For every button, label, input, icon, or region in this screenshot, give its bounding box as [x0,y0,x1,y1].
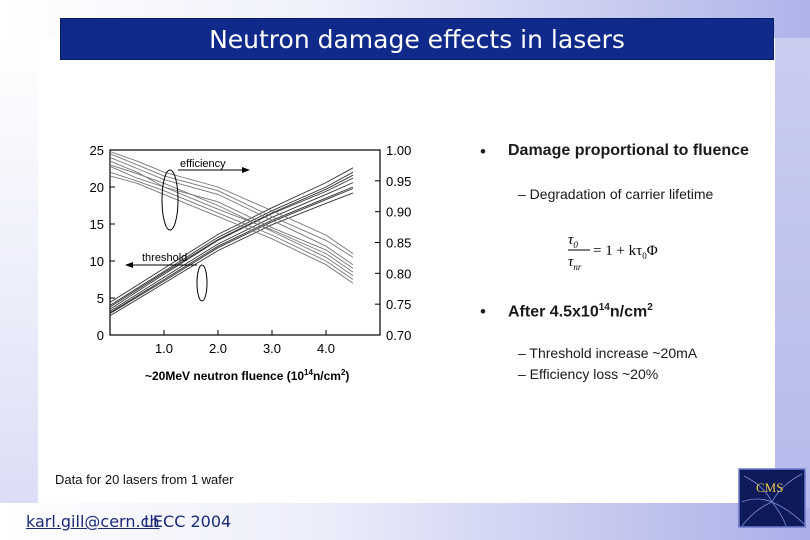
x-axis-label-unit: n/cm [313,369,341,383]
efficiency-series-line [109,151,354,254]
x-axis-label-sup2: 2 [341,368,346,377]
threshold-series-line [109,192,354,317]
data-footnote: Data for 20 lasers from 1 wafer [55,472,234,487]
bullet-marker-2: • [480,302,486,321]
efficiency-series-line [109,175,354,284]
right-tick-label: 0.75 [386,297,411,312]
bullet-text-2: After 4.5x1014n/cm2 [508,302,653,321]
threshold-series-line [109,182,354,312]
svg-text:= 1 + kτ0Φ: = 1 + kτ0Φ [593,243,658,261]
bullet-text-2-after: n/cm [609,303,648,321]
title-bar: Neutron damage effects in lasers [60,18,774,60]
conference-label: LECC 2004 [144,512,232,531]
right-axis: 1.00 0.95 0.90 0.85 0.80 0.75 0.70 [375,143,411,343]
plot-area [109,149,381,336]
left-axis: 25 20 15 10 5 0 [90,143,115,343]
right-tick-label: 1.00 [386,143,411,158]
formula-den: τ [568,254,574,270]
x-tick-label: 1.0 [155,341,173,356]
bullet-text-2-sup: 14 [598,302,610,313]
threshold-series-line [109,186,354,314]
sub-bullet-2-2: – Efficiency loss ~20% [518,366,659,382]
formula-rhs-sub: 0 [642,251,647,261]
x-axis-label-close: ) [345,369,349,383]
left-tick-label: 0 [97,328,104,343]
cms-logo-tracks [741,473,805,527]
x-axis: 1.0 2.0 3.0 4.0 [155,330,335,356]
efficiency-series-line [109,165,354,273]
efficiency-series-line [109,153,354,258]
right-tick-label: 0.90 [386,205,411,220]
background-band-right [775,38,810,508]
left-tick-label: 25 [90,143,104,158]
efficiency-series-line [109,160,354,269]
plot-frame [109,149,381,336]
x-axis-label-main: ~20MeV neutron fluence (10 [145,369,304,383]
left-tick-label: 20 [90,180,104,195]
email-link[interactable]: karl.gill@cern.ch [26,512,160,531]
bullet-marker-1: • [480,142,486,161]
x-tick-label: 4.0 [317,341,335,356]
threshold-series-line [109,167,354,303]
cms-logo: CMS [738,468,806,528]
efficiency-arrowhead [242,167,250,173]
right-tick-label: 0.95 [386,174,411,189]
bullet-text-2-sup2: 2 [647,302,653,313]
svg-text:τ0: τ0 [568,232,578,250]
efficiency-series-line [109,171,354,280]
svg-text:τnr: τnr [568,254,582,272]
bullet-text-1: Damage proportional to fluence [508,142,749,159]
x-tick-label: 2.0 [209,341,227,356]
right-tick-label: 0.70 [386,328,411,343]
sub-bullet-2-1: – Threshold increase ~20mA [518,345,698,361]
threshold-arrowhead [125,262,133,268]
formula-rhs-tail: Φ [647,243,658,259]
left-tick-label: 10 [90,254,104,269]
threshold-series-line [109,188,354,314]
formula-num: τ [568,232,574,248]
x-tick-label: 3.0 [263,341,281,356]
x-axis-label: ~20MeV neutron fluence (1014n/cm2) [145,368,349,383]
slide-title: Neutron damage effects in lasers [209,24,625,54]
formula-rhs: = 1 + kτ [593,243,642,259]
efficiency-series-line [109,164,354,277]
threshold-series-line [109,174,354,308]
formula-den-sub: nr [573,262,582,272]
background-band-bottom [0,503,810,540]
formula-num-sub: 0 [573,240,578,250]
threshold-ellipse [196,264,208,302]
left-tick-label: 5 [97,291,104,306]
left-tick-label: 15 [90,217,104,232]
efficiency-series-line [109,156,354,266]
right-tick-label: 0.85 [386,236,411,251]
right-tick-label: 0.80 [386,266,411,281]
efficiency-ellipse [161,169,179,231]
threshold-label: threshold [142,252,187,264]
lifetime-formula: τ0 τnr = 1 + kτ0Φ [568,232,658,272]
background-band-left [0,38,38,540]
cms-logo-text: CMS [756,480,783,495]
x-axis-label-sup: 14 [304,368,313,377]
threshold-series-line [109,177,354,310]
efficiency-label: efficiency [180,158,226,170]
series-layer [109,151,354,317]
bullet-text-2-main: After 4.5x10 [508,303,599,321]
sub-bullet-1-1: – Degradation of carrier lifetime [518,186,714,202]
